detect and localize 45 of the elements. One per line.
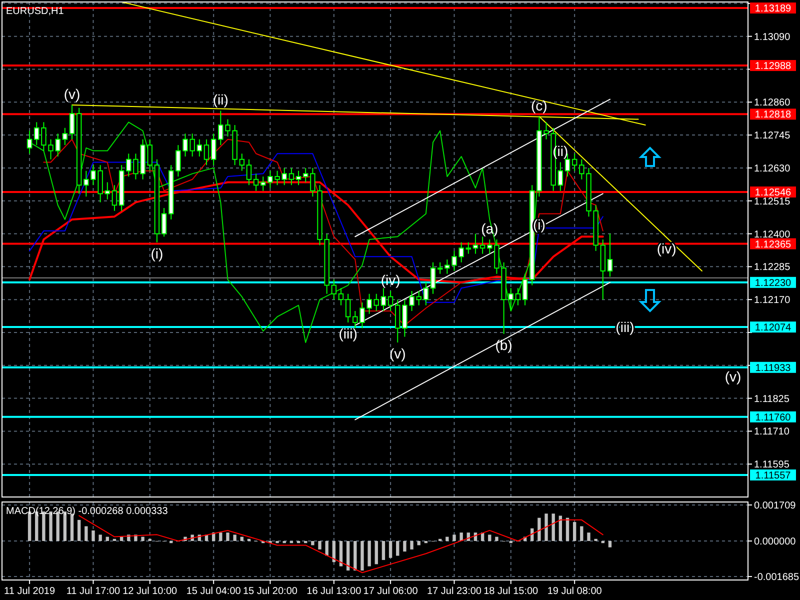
y-tick-label: 1.12285 — [754, 262, 791, 274]
ref-line-label: 1.12546 — [754, 187, 792, 198]
annotation: (v) — [724, 368, 742, 384]
annotation: (b) — [495, 336, 512, 353]
y-tick-label: 1.13090 — [754, 32, 791, 43]
y-tick-label: 1.12515 — [754, 196, 791, 208]
x-tick-label: 17 Jul 06:00 — [363, 586, 418, 597]
x-tick-label: 19 Jul 08:00 — [547, 586, 602, 597]
x-tick-label: 15 Jul 04:00 — [186, 586, 242, 597]
y-tick-label: 1.11710 — [754, 426, 790, 438]
y-tick-label: 1.12400 — [754, 229, 791, 240]
x-tick-label: 12 Jul 10:00 — [122, 586, 178, 597]
y-tick-label: 1.12170 — [754, 295, 791, 306]
annotation: (iii) — [338, 325, 358, 342]
chart-title: EURUSD,H1 — [6, 6, 64, 17]
annotation: (v) — [389, 345, 406, 362]
ref-line-label: 1.12230 — [754, 278, 792, 289]
y-tick-label: 1.11825 — [754, 394, 790, 405]
x-tick-label: 18 Jul 15:00 — [484, 586, 539, 597]
chart-title: MACD(12,26,9) -0.000268 0.000333 — [6, 506, 168, 517]
x-tick-label: 11 Jul 17:00 — [66, 586, 121, 597]
y-tick-label: 1.12745 — [754, 130, 791, 142]
x-tick-label: 16 Jul 13:00 — [306, 586, 362, 597]
x-tick-label: 17 Jul 23:00 — [426, 586, 482, 597]
x-tick-label: 11 Jul 2019 — [4, 586, 56, 597]
y-tick-label: 1.12630 — [754, 163, 791, 174]
y-tick-label: 0.000000 — [754, 536, 796, 548]
y-tick-label: 1.11595 — [754, 460, 790, 471]
ref-line-label: 1.13189 — [754, 4, 792, 15]
ref-line-label: 1.12365 — [754, 239, 792, 250]
annotation: (v) — [64, 86, 80, 102]
ref-line-label: 1.11760 — [755, 412, 792, 424]
ref-line-label: 1.12818 — [754, 110, 792, 121]
annotation: (i) — [150, 245, 164, 262]
y-tick-label: 0.001709 — [754, 500, 796, 512]
annotation: (ii) — [212, 92, 228, 108]
annotation: (c) — [531, 97, 548, 114]
ref-line-label: 1.11933 — [755, 362, 792, 374]
y-tick-label: 1.12860 — [754, 98, 791, 109]
y-tick-label: -0.001685 — [754, 572, 800, 584]
x-tick-label: 15 Jul 20:00 — [242, 586, 298, 597]
ref-line-label: 1.12074 — [754, 322, 792, 334]
annotation: (iv) — [656, 240, 676, 256]
ref-line-label: 1.11557 — [755, 470, 792, 482]
ref-line-label: 1.12988 — [754, 61, 792, 72]
